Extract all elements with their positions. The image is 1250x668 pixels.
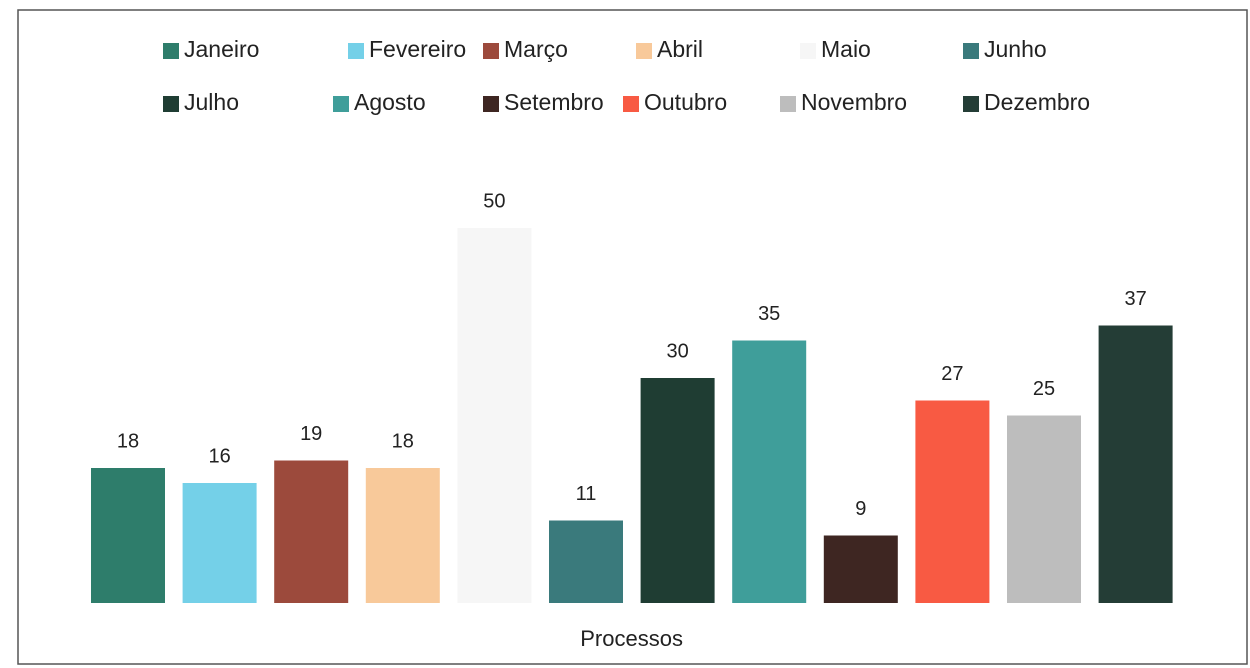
legend-label: Maio bbox=[821, 36, 871, 62]
data-label: 50 bbox=[483, 190, 505, 212]
legend-swatch bbox=[636, 43, 652, 59]
bar bbox=[640, 378, 715, 603]
legend-swatch bbox=[163, 43, 179, 59]
bar bbox=[365, 468, 440, 603]
legend-swatch bbox=[963, 43, 979, 59]
legend-label: Fevereiro bbox=[369, 36, 466, 62]
legend-swatch bbox=[483, 43, 499, 59]
bar bbox=[457, 228, 532, 603]
legend-swatch bbox=[333, 96, 349, 112]
legend-swatch bbox=[163, 96, 179, 112]
data-label: 25 bbox=[1033, 378, 1055, 400]
bar bbox=[549, 520, 623, 603]
legend-label: Abril bbox=[657, 36, 703, 62]
legend-label: Agosto bbox=[354, 89, 426, 115]
legend-swatch bbox=[800, 43, 816, 59]
data-label: 30 bbox=[666, 340, 688, 362]
data-label: 16 bbox=[208, 445, 230, 467]
legend-label: Dezembro bbox=[984, 89, 1090, 115]
legend-label: Junho bbox=[984, 36, 1047, 62]
legend-swatch bbox=[483, 96, 499, 112]
bar bbox=[1098, 325, 1173, 603]
data-label: 18 bbox=[117, 430, 139, 452]
data-label: 37 bbox=[1124, 288, 1146, 310]
data-label: 11 bbox=[576, 483, 597, 505]
legend-swatch bbox=[623, 96, 639, 112]
bar bbox=[182, 483, 257, 603]
data-label: 27 bbox=[941, 363, 963, 385]
data-label: 19 bbox=[300, 423, 322, 445]
legend-label: Outubro bbox=[644, 89, 727, 115]
legend-swatch bbox=[963, 96, 979, 112]
bar bbox=[823, 535, 898, 603]
legend-label: Janeiro bbox=[184, 36, 259, 62]
legend-label: Março bbox=[504, 36, 568, 62]
bar bbox=[1007, 415, 1081, 603]
legend-label: Setembro bbox=[504, 89, 604, 115]
legend-label: Novembro bbox=[801, 89, 907, 115]
bar bbox=[732, 340, 807, 603]
bar bbox=[91, 468, 165, 603]
data-label: 9 bbox=[855, 498, 866, 520]
bar bbox=[274, 460, 349, 603]
bar bbox=[915, 400, 990, 603]
legend-label: Julho bbox=[184, 89, 239, 115]
data-label: 18 bbox=[392, 430, 414, 452]
data-label: 35 bbox=[758, 303, 780, 325]
legend-swatch bbox=[348, 43, 364, 59]
legend-swatch bbox=[780, 96, 796, 112]
x-tick-label: Processos bbox=[580, 626, 683, 651]
